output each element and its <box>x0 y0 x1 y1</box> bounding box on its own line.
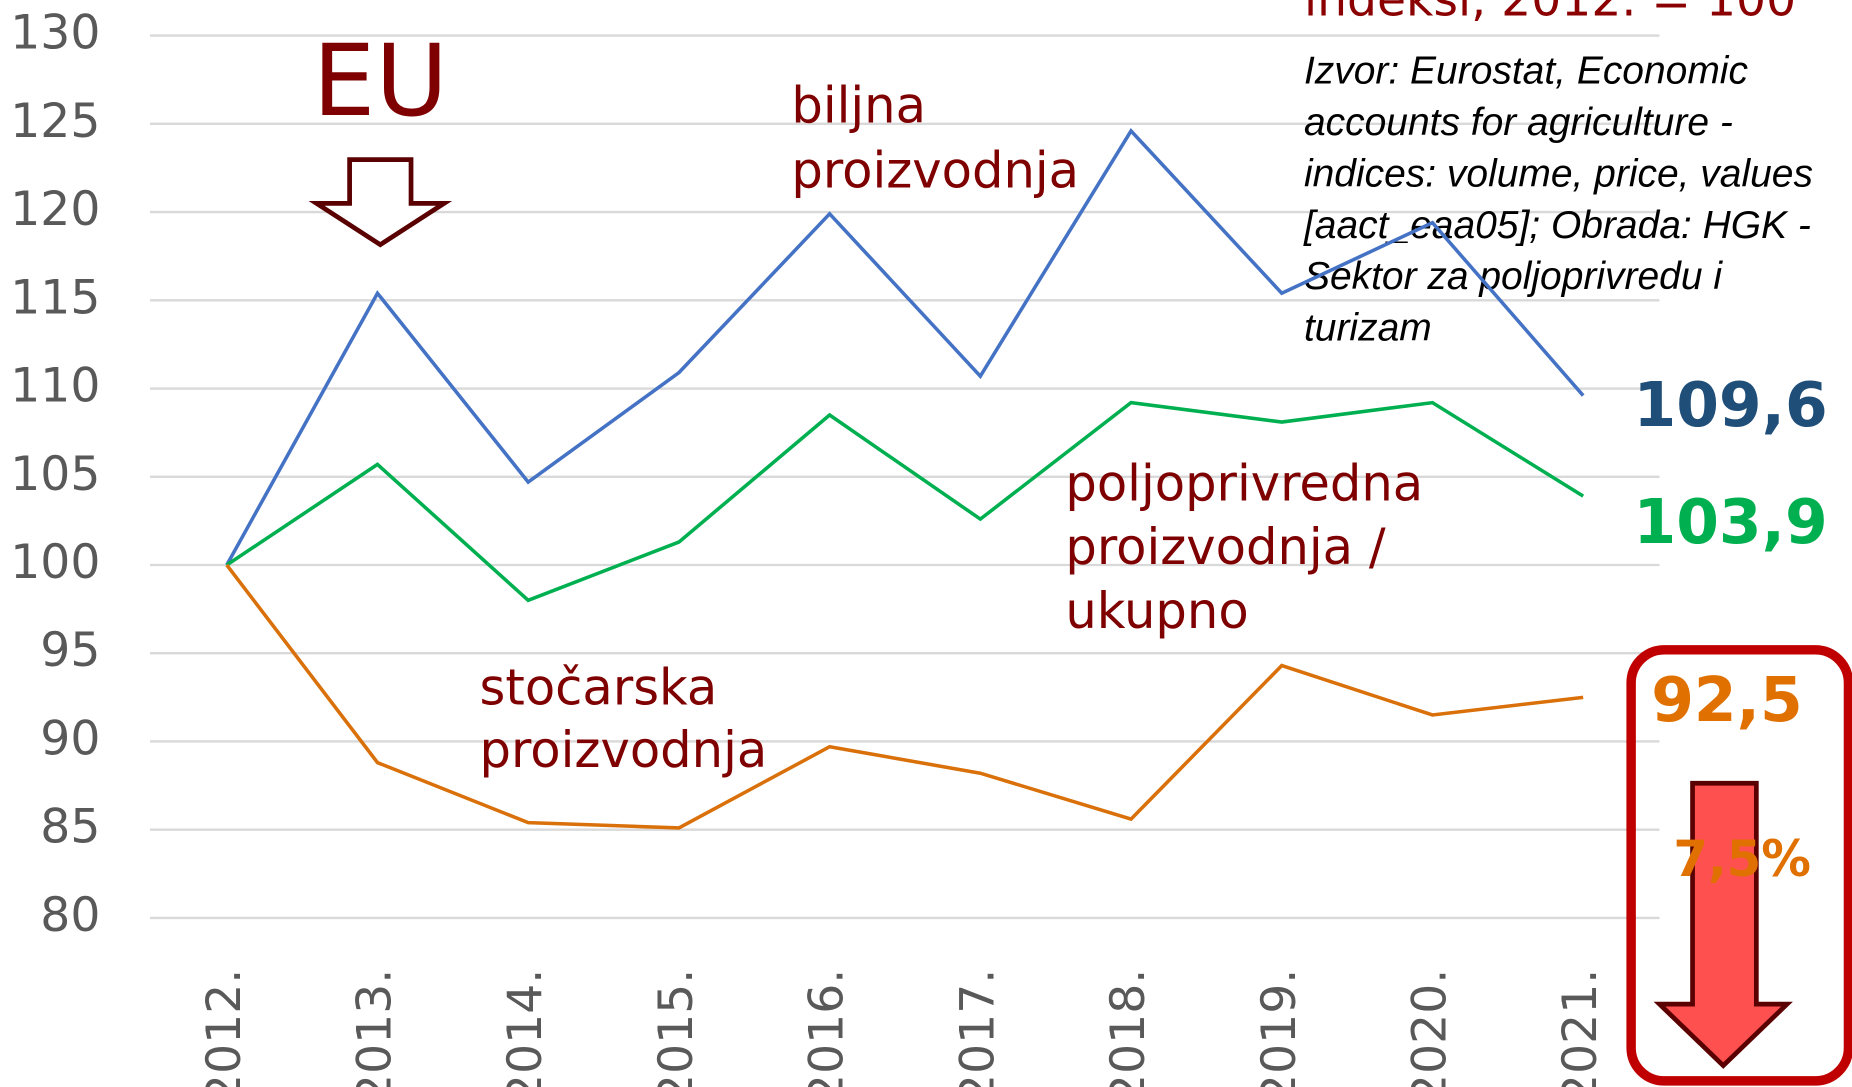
y-tick-label: 110 <box>10 359 100 414</box>
end-value-label: 92,5 <box>1651 665 1803 736</box>
y-tick-label: 120 <box>10 182 100 237</box>
x-tick-label: 2019. <box>1252 969 1307 1087</box>
plot: 80 85 90 95 100 105 110 115 120 125 130 2012. 2013. 2… <box>10 6 1827 1087</box>
y-tick-label: 80 <box>40 888 100 943</box>
x-tick-label: 2020. <box>1402 969 1457 1087</box>
chart-title: indeksi, 2012. = 100 <box>1304 0 1796 28</box>
x-tick-label: 2017. <box>950 969 1005 1087</box>
series-label: proizvodnja <box>791 141 1079 199</box>
series-label: stočarska <box>480 659 718 717</box>
series-line <box>225 400 1585 603</box>
x-tick-label: 2016. <box>800 969 855 1087</box>
y-tick-label: 100 <box>10 535 100 590</box>
y-tick-label: 90 <box>40 711 100 766</box>
y-tick-label: 130 <box>10 6 100 61</box>
eu-label: EU <box>313 24 448 139</box>
source-note: accounts for agriculture - <box>1304 101 1733 144</box>
source-note: turizam <box>1304 307 1432 350</box>
highlight-box <box>1626 645 1852 1086</box>
series-label: proizvodnja <box>480 721 768 779</box>
end-value-label: 109,6 <box>1633 370 1827 441</box>
down-arrow <box>1653 780 1793 1069</box>
series-label: biljna <box>791 76 926 134</box>
series-line <box>225 563 1584 830</box>
series-label: ukupno <box>1065 582 1248 640</box>
x-tick-label: 2013. <box>347 969 402 1087</box>
x-tick-label: 2015. <box>649 969 704 1087</box>
x-tick-label: 2021. <box>1553 969 1608 1087</box>
source-note: Sektor za poljoprivredu i <box>1304 255 1723 298</box>
x-tick-label: 2012. <box>197 969 252 1087</box>
x-tick-label: 2018. <box>1101 969 1156 1087</box>
y-tick-label: 95 <box>40 623 100 678</box>
end-value-label: 103,9 <box>1633 487 1827 558</box>
y-tick-label: 115 <box>10 270 100 325</box>
series-label: poljoprivredna <box>1065 454 1423 512</box>
x-tick-label: 2014. <box>498 969 553 1087</box>
change-label: 7,5% <box>1673 830 1811 888</box>
source-note: [aact_eaa05]; Obrada: HGK - <box>1303 204 1811 247</box>
y-tick-label: 85 <box>40 800 100 855</box>
source-note: indices: volume, price, values <box>1304 152 1813 195</box>
series-label: proizvodnja / <box>1065 518 1385 576</box>
y-tick-label: 125 <box>10 94 100 149</box>
eu-arrow <box>308 157 453 248</box>
series-line <box>225 127 1585 566</box>
y-tick-label: 105 <box>10 447 100 502</box>
source-note: Izvor: Eurostat, Economic <box>1304 50 1748 93</box>
